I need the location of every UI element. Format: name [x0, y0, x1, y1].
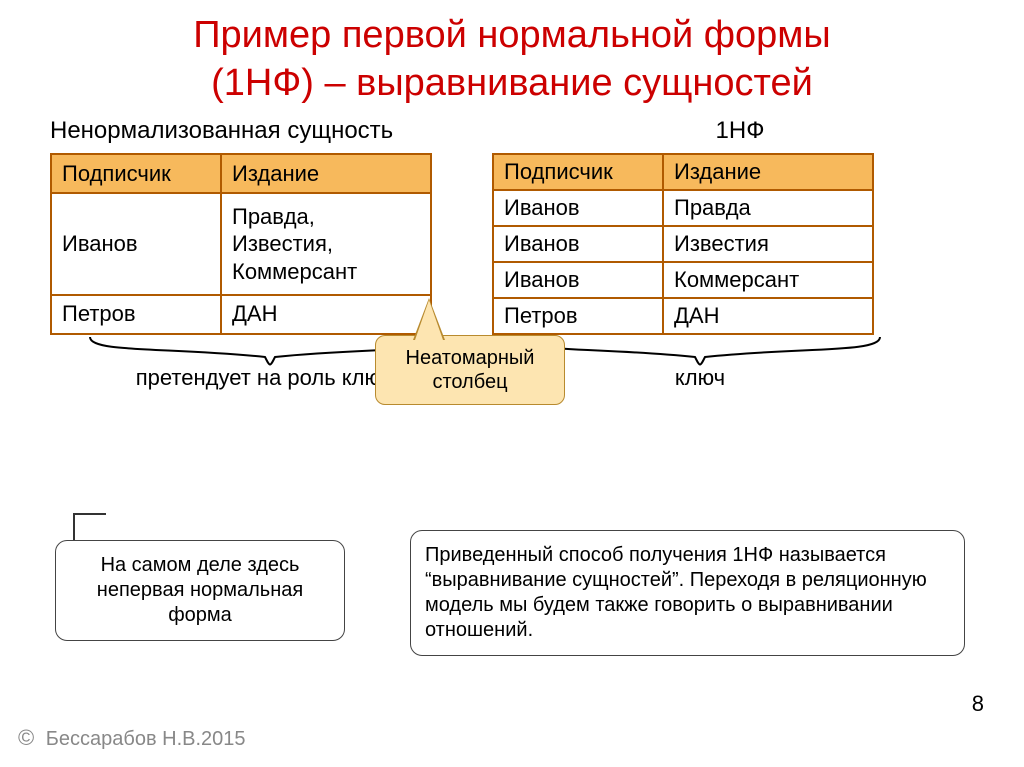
- title-line-1: Пример первой нормальной формы: [193, 14, 831, 56]
- col-edition: Издание: [221, 154, 431, 193]
- col-subscriber: Подписчик: [493, 154, 663, 190]
- cell: Иванов: [493, 226, 663, 262]
- brace-icon: [510, 333, 890, 367]
- cell: Правда: [663, 190, 873, 226]
- table-row: Иванов Известия: [493, 226, 873, 262]
- table-header-row: Подписчик Издание: [493, 154, 873, 190]
- cell: Петров: [51, 295, 221, 334]
- table-row: Петров ДАН: [493, 298, 873, 334]
- copyright-icon: ©: [18, 725, 34, 750]
- cell: Известия: [663, 226, 873, 262]
- callout-nonatomic: Неатомарный столбец: [375, 335, 565, 405]
- col-subscriber: Подписчик: [51, 154, 221, 193]
- cell: Иванов: [493, 190, 663, 226]
- cell: Петров: [493, 298, 663, 334]
- cell: ДАН: [221, 295, 431, 334]
- cell: ДАН: [663, 298, 873, 334]
- page-title: Пример первой нормальной формы (1НФ) – в…: [0, 0, 1024, 107]
- table-row: Иванов Коммерсант: [493, 262, 873, 298]
- table-row: Петров ДАН: [51, 295, 431, 334]
- table-unnormalized: Подписчик Издание Иванов Правда, Извести…: [50, 153, 432, 335]
- table-row: Иванов Правда, Известия, Коммерсант: [51, 193, 431, 294]
- table-header-row: Подписчик Издание: [51, 154, 431, 193]
- copyright: © Бессарабов Н.В.2015: [18, 725, 246, 751]
- cell: Иванов: [51, 193, 221, 294]
- cell: Коммерсант: [663, 262, 873, 298]
- label-1nf: 1НФ: [530, 117, 950, 145]
- table-row: Иванов Правда: [493, 190, 873, 226]
- note-left: На самом деле здесь непервая нормальная …: [55, 540, 345, 641]
- copyright-text: Бессарабов Н.В.2015: [46, 728, 246, 750]
- page-number: 8: [972, 691, 984, 717]
- col-edition: Издание: [663, 154, 873, 190]
- cell: Иванов: [493, 262, 663, 298]
- section-labels: Ненормализованная сущность 1НФ: [50, 117, 984, 145]
- cell: Правда, Известия, Коммерсант: [221, 193, 431, 294]
- table-1nf: Подписчик Издание Иванов Правда Иванов И…: [492, 153, 874, 335]
- tables-row: Подписчик Издание Иванов Правда, Извести…: [50, 153, 984, 335]
- callout-tail: [415, 300, 443, 340]
- title-line-2: (1НФ) – выравнивание сущностей: [211, 62, 813, 104]
- label-unnormalized: Ненормализованная сущность: [50, 117, 530, 145]
- note-right: Приведенный способ получения 1НФ называе…: [410, 530, 965, 656]
